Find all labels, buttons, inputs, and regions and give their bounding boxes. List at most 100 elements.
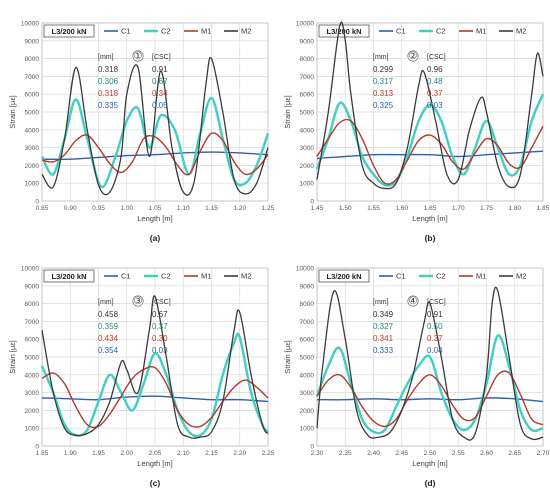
series-line-c1	[41, 151, 269, 161]
panel-marker-ring	[407, 295, 419, 307]
y-tick-label: 4000	[300, 372, 315, 379]
table-value-csc: 0.37	[427, 334, 443, 343]
table-value-mm: 0.349	[373, 310, 394, 319]
x-tick-label: 1.90	[64, 450, 77, 457]
x-tick-label: 1.05	[149, 205, 162, 212]
legend-label-c1: C1	[121, 27, 131, 36]
legend-label-m1: M1	[201, 27, 211, 36]
table-header-csc: [CSC]	[152, 299, 171, 306]
y-axis-label: Strain [με]	[8, 95, 17, 129]
y-tick-label: 5000	[25, 355, 40, 362]
table-header-csc: [CSC]	[427, 54, 446, 61]
title-box	[43, 24, 95, 38]
x-tick-label: 1.25	[262, 205, 275, 212]
table-value-csc: 0.91	[427, 310, 443, 319]
table-value-mm: 0.341	[373, 334, 394, 343]
x-tick-label: 2.30	[311, 450, 324, 457]
panel-marker: ②	[409, 51, 418, 62]
table-value-mm: 0.458	[98, 310, 119, 319]
x-tick-label: 2.10	[177, 450, 190, 457]
x-tick-label: 2.20	[233, 450, 246, 457]
x-tick-label: 2.50	[424, 450, 437, 457]
y-tick-label: 8000	[25, 56, 40, 63]
x-tick-label: 2.40	[367, 450, 380, 457]
legend-label-m1: M1	[476, 272, 486, 281]
legend-label-m1: M1	[476, 27, 486, 36]
x-tick-label: 2.55	[452, 450, 465, 457]
table-value-mm: 0.354	[98, 346, 119, 355]
y-tick-label: 7000	[300, 74, 315, 81]
series-line-m1	[316, 370, 544, 428]
y-tick-label: 6000	[25, 92, 40, 99]
y-tick-label: 2000	[300, 163, 315, 170]
y-tick-label: 0	[35, 444, 39, 451]
y-tick-label: 8000	[300, 56, 315, 63]
panel-marker-ring	[132, 50, 144, 62]
panel-marker: ③	[134, 296, 143, 307]
y-tick-label: 5000	[300, 110, 315, 117]
y-tick-label: 7000	[300, 319, 315, 326]
series-line-m1	[41, 132, 269, 176]
y-tick-label: 7000	[25, 319, 40, 326]
table-value-mm: 0.434	[98, 334, 119, 343]
legend-label-m1: M1	[201, 272, 211, 281]
x-tick-label: 1.65	[424, 205, 437, 212]
x-tick-label: 1.60	[395, 205, 408, 212]
y-tick-label: 1000	[25, 426, 40, 433]
y-tick-label: 10000	[296, 21, 314, 28]
y-axis-label: Strain [με]	[8, 340, 17, 374]
x-tick-label: 2.70	[537, 450, 550, 457]
title-box	[43, 269, 95, 283]
y-tick-label: 3000	[300, 145, 315, 152]
series-line-m2	[41, 295, 269, 439]
series-line-m1	[316, 118, 544, 185]
table-header-mm: [mm]	[373, 54, 389, 61]
table-value-mm: 0.317	[373, 77, 394, 86]
legend-label-c2: C2	[161, 27, 171, 36]
table-value-csc: 0.04	[427, 346, 443, 355]
y-tick-label: 5000	[300, 355, 315, 362]
y-tick-label: 7000	[25, 74, 40, 81]
x-tick-label: 1.20	[233, 205, 246, 212]
table-value-csc: 0.48	[427, 77, 443, 86]
table-value-csc: 0.96	[427, 65, 443, 74]
x-tick-label: 2.65	[508, 450, 521, 457]
series-line-m2	[316, 286, 544, 441]
legend-label-c2: C2	[436, 272, 446, 281]
table-header-csc: [CSC]	[427, 299, 446, 306]
series-line-c1	[41, 395, 269, 403]
y-tick-label: 6000	[300, 337, 315, 344]
x-tick-label: 1.80	[508, 205, 521, 212]
table-value-csc: 0.30	[152, 334, 168, 343]
x-tick-label: 1.85	[36, 450, 49, 457]
y-tick-label: 10000	[296, 266, 314, 273]
x-axis-label: Length [m]	[412, 214, 447, 223]
x-tick-label: 1.15	[205, 205, 218, 212]
y-tick-label: 1000	[25, 181, 40, 188]
x-tick-label: 1.70	[452, 205, 465, 212]
panel-marker: ①	[134, 51, 143, 62]
x-tick-label: 2.05	[149, 450, 162, 457]
table-value-csc: 0.50	[427, 322, 443, 331]
plot-area	[316, 22, 544, 202]
series-line-m2	[41, 56, 269, 196]
y-tick-label: 0	[35, 199, 39, 206]
table-value-mm: 0.325	[373, 101, 394, 110]
chart-title: L3/200 kN	[326, 272, 361, 281]
legend-label-m2: M2	[516, 27, 526, 36]
table-value-mm: 0.359	[98, 322, 119, 331]
x-tick-label: 2.60	[480, 450, 493, 457]
y-tick-label: 2000	[25, 163, 40, 170]
legend-label-c1: C1	[396, 27, 406, 36]
table-value-mm: 0.306	[98, 77, 119, 86]
table-header-mm: [mm]	[373, 299, 389, 306]
plot-area	[41, 267, 269, 447]
y-tick-label: 8000	[300, 301, 315, 308]
title-box	[318, 269, 370, 283]
x-tick-label: 1.10	[177, 205, 190, 212]
y-tick-label: 2000	[300, 408, 315, 415]
x-axis-label: Length [m]	[137, 214, 172, 223]
x-tick-label: 2.00	[120, 450, 133, 457]
table-value-mm: 0.335	[98, 101, 119, 110]
x-tick-label: 1.45	[311, 205, 324, 212]
